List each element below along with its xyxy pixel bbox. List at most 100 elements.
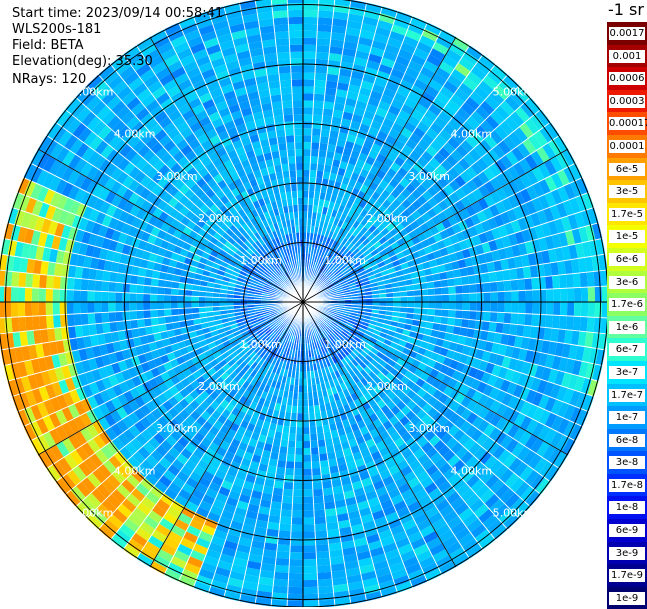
ppi-cell xyxy=(287,594,303,601)
ppi-cell xyxy=(325,508,337,516)
ppi-cell xyxy=(102,281,110,292)
ppi-cell xyxy=(580,317,588,332)
ppi-cell xyxy=(150,310,158,318)
ppi-cell xyxy=(88,313,96,325)
ppi-cell xyxy=(286,461,295,469)
ppi-cell xyxy=(199,297,206,302)
ppi-cell xyxy=(502,323,510,335)
ppi-cell xyxy=(96,323,104,335)
ppi-cell xyxy=(67,314,75,327)
ppi-cell xyxy=(322,115,332,123)
ppi-cell xyxy=(511,302,518,313)
ppi-cell xyxy=(546,302,553,315)
ppi-cell xyxy=(311,149,319,157)
ppi-cell xyxy=(291,524,303,531)
ppi-cell xyxy=(314,516,326,524)
ppi-cell xyxy=(293,114,303,121)
ppi-cell xyxy=(87,302,94,313)
ppi-cell xyxy=(0,286,4,302)
ppi-cell xyxy=(288,573,303,580)
ppi-cell xyxy=(296,163,303,170)
ppi-cell xyxy=(206,297,213,302)
ppi-cell xyxy=(277,52,290,60)
ppi-cell xyxy=(297,413,303,420)
ppi-cell xyxy=(317,24,332,32)
ppi-cell xyxy=(303,59,316,66)
ppi-cell xyxy=(303,490,313,497)
ppi-cell xyxy=(313,489,324,497)
ppi-cell xyxy=(32,288,39,302)
ppi-cell xyxy=(312,475,322,483)
ppi-cell xyxy=(483,311,491,321)
ppi-cell xyxy=(317,31,332,39)
ppi-cell xyxy=(497,302,504,313)
ppi-cell xyxy=(296,427,303,434)
ppi-cell xyxy=(286,142,295,150)
ppi-cell xyxy=(318,586,334,594)
ppi-cell xyxy=(303,517,315,524)
ppi-cell xyxy=(269,88,281,96)
ppi-cell xyxy=(137,276,145,285)
ppi-cell xyxy=(313,101,324,109)
ppi-cell xyxy=(282,496,293,504)
ppi-cell xyxy=(288,156,296,164)
ppi-cell xyxy=(278,66,291,74)
ppi-cell xyxy=(291,531,303,538)
ppi-cell xyxy=(310,440,318,448)
ppi-cell xyxy=(303,594,319,601)
ppi-cell xyxy=(324,95,336,103)
ppi-cell xyxy=(566,316,574,331)
ppi-cell xyxy=(414,302,421,308)
ppi-cell xyxy=(122,311,130,321)
ppi-cell xyxy=(102,270,110,281)
ppi-cell xyxy=(277,136,286,144)
ppi-cell xyxy=(434,309,441,317)
ppi-cell xyxy=(454,318,462,327)
ppi-cell xyxy=(292,503,303,510)
ppi-cell xyxy=(206,302,213,307)
ppi-cell xyxy=(588,302,595,317)
ppi-cell xyxy=(87,291,94,302)
ppi-cell xyxy=(137,319,145,328)
ppi-cell xyxy=(468,319,476,329)
ppi-cell xyxy=(532,302,539,314)
ppi-cell xyxy=(393,302,400,307)
ppi-cell xyxy=(39,315,47,329)
ppi-cell xyxy=(314,94,325,102)
ppi-cell xyxy=(303,510,314,517)
ppi-cell xyxy=(192,302,199,308)
ppi-cell xyxy=(157,302,164,310)
ppi-cell xyxy=(273,579,288,587)
ppi-cell xyxy=(298,392,303,399)
ppi-cell xyxy=(303,52,316,59)
ppi-cell xyxy=(303,503,314,510)
ppi-cell xyxy=(276,45,290,53)
ppi-cell xyxy=(269,508,281,516)
ppi-cell xyxy=(108,292,115,302)
ppi-cell xyxy=(46,315,54,329)
ppi-cell xyxy=(553,302,560,315)
ppi-cell xyxy=(53,315,61,328)
ppi-cell xyxy=(475,320,483,330)
ppi-cell xyxy=(303,483,313,490)
ppi-cell xyxy=(456,302,463,310)
ppi-cell xyxy=(143,285,151,294)
ppi-cell xyxy=(303,538,316,545)
ppi-cell xyxy=(303,399,308,406)
ppi-cell xyxy=(303,163,310,170)
ppi-cell xyxy=(53,276,61,289)
ppi-cell xyxy=(81,313,89,325)
ppi-cell xyxy=(95,280,103,291)
ppi-cell xyxy=(509,324,517,336)
ppi-cell xyxy=(490,312,498,323)
ppi-cell xyxy=(442,302,449,310)
ppi-cell xyxy=(287,601,303,607)
ppi-cell xyxy=(303,24,318,31)
ppi-cell xyxy=(18,287,25,302)
ppi-cell xyxy=(286,135,295,143)
ppi-cell xyxy=(273,17,288,25)
ppi-cell xyxy=(303,170,310,177)
ppi-cell xyxy=(303,441,311,448)
ppi-cell xyxy=(303,93,314,100)
ppi-cell xyxy=(288,433,296,440)
